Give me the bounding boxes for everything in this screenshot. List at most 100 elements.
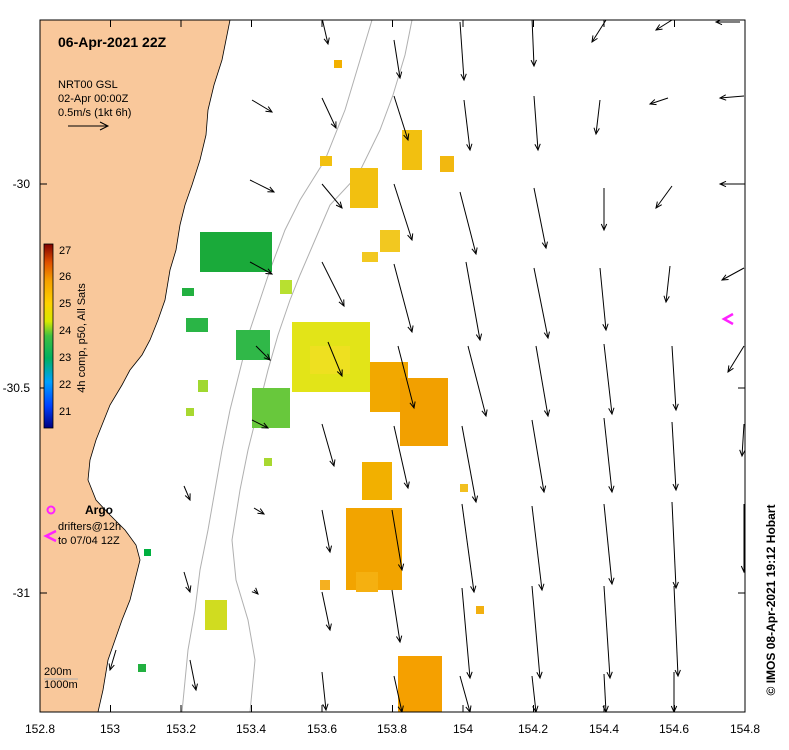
current-vector <box>531 419 547 494</box>
current-vector <box>663 265 671 304</box>
drifters-legend-line2: to 07/04 12Z <box>58 535 120 547</box>
drifters-legend: drifters@12h to 07/04 12Z <box>58 520 121 548</box>
sst-pixel-cluster <box>252 388 290 428</box>
product-time: 02-Apr 00:00Z <box>58 93 129 105</box>
current-vector <box>183 571 192 594</box>
current-vector <box>183 485 191 502</box>
current-vector <box>673 585 681 678</box>
colorbar-tick: 21 <box>59 406 72 418</box>
sst-pixel-cluster <box>205 600 227 630</box>
sst-pixel-cluster <box>362 462 392 500</box>
x-tick-label: 153.8 <box>376 722 408 736</box>
current-vector <box>461 587 473 680</box>
sst-pixel-cluster <box>362 252 378 262</box>
x-tick-label: 153 <box>99 722 121 736</box>
map-date-title: 06-Apr-2021 22Z <box>58 34 167 50</box>
drifters-legend-line1: drifters@12h <box>58 521 122 533</box>
sst-pixel-cluster <box>198 380 208 392</box>
current-vector <box>253 507 266 515</box>
argo-legend-label: Argo <box>85 503 113 517</box>
sst-pixel-cluster <box>310 346 350 374</box>
current-vector <box>533 95 541 152</box>
sst-pixel-cluster <box>460 484 468 492</box>
axis-ticks <box>39 20 746 712</box>
x-tick-label: 153.2 <box>165 722 197 736</box>
current-vector <box>603 585 613 680</box>
sst-pixel-cluster <box>200 232 272 272</box>
current-vector <box>255 345 271 361</box>
current-vector <box>461 425 479 504</box>
colorbar-title: 4h comp, p50, All Sats <box>76 283 88 393</box>
current-vector <box>321 97 337 130</box>
current-vector <box>671 421 679 492</box>
product-name: NRT00 GSL <box>58 79 118 91</box>
current-vector <box>249 179 276 193</box>
sst-pixel-cluster <box>476 606 484 614</box>
sst-pixel-cluster <box>320 156 332 166</box>
current-vector <box>327 341 343 378</box>
x-tick-label: 154 <box>452 722 474 736</box>
colorbar-tick: 23 <box>59 352 72 364</box>
colorbar-tick: 24 <box>59 325 72 337</box>
colorbar-tick: 22 <box>59 379 72 391</box>
drifter-point <box>144 549 151 556</box>
colorbar-tick: 25 <box>59 298 72 310</box>
argo-legend-marker <box>46 505 56 515</box>
current-vector <box>391 589 403 644</box>
current-vector <box>720 267 745 281</box>
current-vector <box>463 99 473 152</box>
current-vectors <box>108 20 745 712</box>
current-vector <box>727 345 745 374</box>
x-tick-label: 154.4 <box>588 722 620 736</box>
sst-pixel-cluster <box>356 572 378 592</box>
sst-pixel-cluster <box>320 580 330 590</box>
y-tick-label: -31 <box>12 586 30 600</box>
sst-pixel-cluster <box>186 318 208 332</box>
current-vector <box>459 191 478 256</box>
current-vector <box>391 509 405 572</box>
land-mass <box>40 20 231 712</box>
x-tick-label: 153.4 <box>235 722 267 736</box>
current-vector <box>393 39 403 80</box>
product-info: NRT00 GSL 02-Apr 00:00Z 0.5m/s (1kt 6h) <box>58 78 131 120</box>
drifter-legend-marker <box>43 529 57 543</box>
y-tick-label: -30 <box>12 177 30 191</box>
current-vector <box>531 675 539 712</box>
current-vector <box>599 267 609 332</box>
sst-pixel-cluster <box>380 230 400 252</box>
current-vector <box>648 97 669 106</box>
current-vector <box>593 99 601 136</box>
sst-pixel-cluster <box>138 664 146 672</box>
current-vector <box>739 423 745 458</box>
current-vector <box>459 21 467 82</box>
colorbar-tick: 27 <box>59 245 72 257</box>
depth-1000-label: 1000m <box>44 679 78 691</box>
current-vector <box>531 505 545 592</box>
current-vector <box>321 183 343 209</box>
current-vector <box>321 20 330 46</box>
current-vector <box>467 345 488 418</box>
current-vector <box>535 345 551 418</box>
current-vector <box>251 419 270 429</box>
current-vector <box>603 503 615 586</box>
current-vector <box>249 261 274 275</box>
x-tick-label: 154.8 <box>729 722 761 736</box>
colorbar <box>43 243 54 429</box>
y-tick-label: -30.5 <box>2 381 30 395</box>
current-vector <box>393 95 410 142</box>
depth-legend: 200m 1000m <box>44 666 78 692</box>
depth-200-label: 200m <box>44 666 72 678</box>
current-vector <box>600 188 608 232</box>
current-vector <box>251 587 259 595</box>
current-vector <box>397 345 416 410</box>
current-vector <box>251 99 274 113</box>
current-vector <box>321 591 332 632</box>
sst-pixel-cluster <box>400 378 448 446</box>
current-vector <box>321 671 329 712</box>
current-vector <box>603 417 615 494</box>
current-vector <box>465 261 483 342</box>
current-vector <box>189 659 198 692</box>
sst-pixel-cluster <box>186 408 194 416</box>
x-tick-label: 154.6 <box>658 722 690 736</box>
